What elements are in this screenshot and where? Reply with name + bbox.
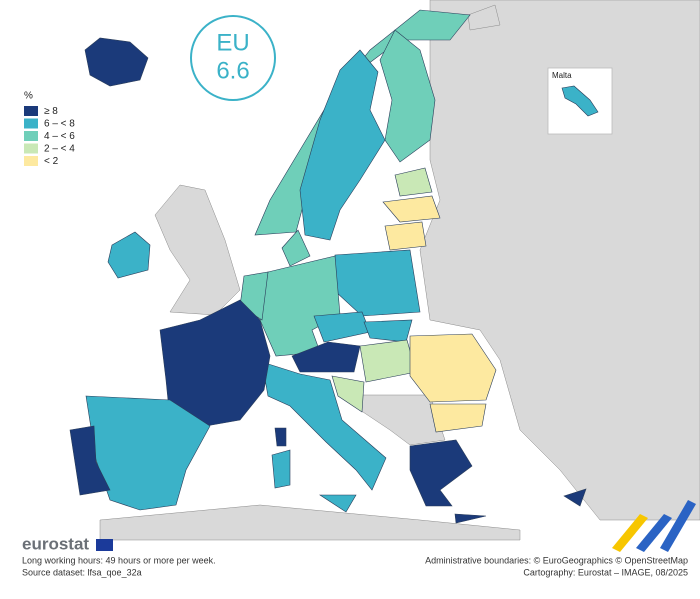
lithuania bbox=[384, 221, 427, 251]
corner-logo bbox=[612, 500, 696, 552]
finland bbox=[379, 29, 436, 163]
legend-title: % bbox=[24, 91, 33, 102]
cyprus bbox=[563, 488, 587, 507]
source: Source dataset: lfsa_qoe_32a bbox=[22, 567, 142, 577]
sweden bbox=[299, 49, 386, 241]
legend-label: 6 – < 8 bbox=[44, 119, 75, 130]
legend-label: 4 – < 6 bbox=[44, 131, 75, 142]
malta bbox=[561, 85, 599, 117]
great-britain bbox=[154, 184, 241, 316]
portugal bbox=[69, 425, 111, 496]
italy bbox=[261, 361, 387, 491]
legend-label: 2 – < 4 bbox=[44, 144, 75, 155]
inset-label: Malta bbox=[552, 71, 572, 80]
legend-label: ≥ 8 bbox=[44, 106, 58, 117]
eastern-europe bbox=[419, 0, 700, 521]
non-eu-land bbox=[99, 0, 700, 541]
estonia bbox=[394, 167, 433, 197]
sicily bbox=[318, 494, 357, 513]
eu-flag bbox=[96, 539, 113, 551]
eu-label: EU bbox=[216, 29, 249, 56]
crete bbox=[454, 513, 487, 524]
eu-value: 6.6 bbox=[216, 57, 249, 84]
legend-swatch bbox=[24, 143, 38, 154]
legend-swatch bbox=[24, 106, 38, 116]
iceland bbox=[84, 37, 149, 87]
legend-label: < 2 bbox=[44, 156, 59, 167]
northern-russia bbox=[467, 4, 501, 31]
greece bbox=[409, 439, 473, 507]
austria bbox=[291, 341, 361, 373]
sardinia bbox=[271, 449, 291, 489]
eu-countries bbox=[69, 9, 587, 524]
romania bbox=[409, 333, 497, 403]
logo-stripe bbox=[636, 514, 672, 552]
legend-swatch bbox=[24, 131, 38, 141]
ireland bbox=[107, 231, 151, 279]
boundaries: Administrative boundaries: © EuroGeograp… bbox=[425, 555, 688, 565]
denmark bbox=[281, 229, 311, 267]
eu-circle bbox=[190, 15, 276, 101]
cartography: Cartography: Eurostat – IMAGE, 08/2025 bbox=[523, 567, 688, 577]
legend: % ≥ 8 6 – < 84 – < 6 2 – < 4< 2 bbox=[24, 91, 75, 167]
croatia-slovenia bbox=[331, 375, 365, 413]
logo: eurostat bbox=[22, 534, 89, 553]
legend-swatch bbox=[24, 118, 38, 129]
bulgaria bbox=[429, 403, 487, 433]
description: Long working hours: 49 hours or more per… bbox=[22, 555, 216, 565]
logo-stripe bbox=[612, 514, 648, 552]
corsica bbox=[274, 427, 287, 447]
latvia bbox=[382, 195, 441, 223]
legend-swatch bbox=[24, 156, 38, 166]
germany bbox=[259, 255, 341, 357]
logo-stripe bbox=[660, 500, 696, 552]
